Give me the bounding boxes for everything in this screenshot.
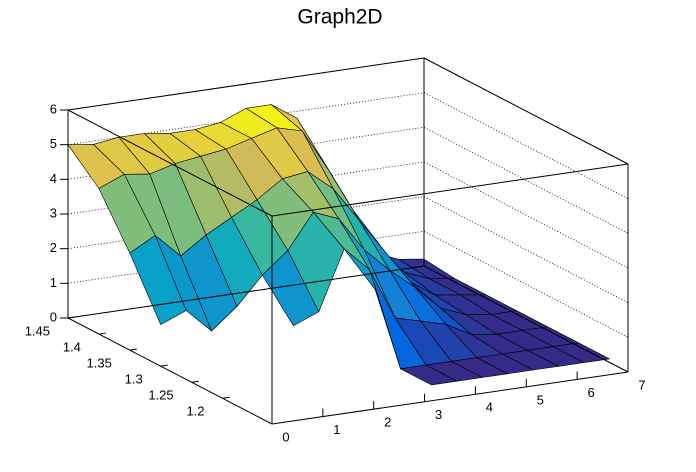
y-tick	[67, 316, 76, 319]
box: 0 1 2 3 4 5 6 7 1.2 1.25 1.3 1.35 1.4 1.45	[25, 57, 646, 444]
surface	[67, 104, 610, 386]
y-tick-label: 1.2	[186, 404, 204, 419]
y-tick-label: 1.3	[125, 372, 143, 387]
box-edge	[271, 371, 629, 425]
grid-line	[67, 126, 629, 234]
grid-line	[67, 196, 629, 304]
z-tick-label: 4	[50, 171, 57, 186]
z-tick-label: 5	[50, 136, 57, 151]
grid-line	[67, 161, 629, 269]
box-edge	[67, 265, 425, 319]
box-edge	[67, 57, 425, 111]
y-tick-label: 1.35	[87, 356, 112, 371]
y-tick	[191, 380, 199, 383]
x-tick-label: 5	[537, 392, 544, 407]
surface-cell	[262, 250, 320, 327]
z-tick-label: 6	[50, 101, 57, 116]
x-tick-label: 6	[588, 385, 595, 400]
x-tick-label: 3	[435, 407, 442, 422]
y-tick	[129, 348, 137, 351]
x-tick-label: 0	[282, 429, 289, 444]
y-tick	[98, 332, 106, 335]
box-edge	[271, 163, 629, 217]
box-edge	[67, 109, 273, 217]
box-edge	[423, 57, 629, 165]
surface-cell	[343, 248, 401, 370]
z-tick-label: 0	[50, 309, 57, 324]
y-tick-label: 1.25	[148, 388, 173, 403]
grid-line	[67, 230, 629, 338]
x-tick-label: 2	[384, 415, 391, 430]
x-tick-label: 4	[486, 400, 493, 415]
x-tick-label: 1	[333, 422, 340, 437]
z-tick-label: 3	[50, 205, 57, 220]
surface-cell	[400, 364, 458, 386]
chart-title: Graph2D	[297, 6, 382, 29]
z-tick-label: 2	[50, 240, 57, 255]
y-tick-label: 1.4	[63, 339, 81, 354]
y-tick-label: 1.45	[25, 323, 50, 338]
box-edge	[67, 317, 273, 425]
z-tick-label: 1	[50, 275, 57, 290]
box-edge	[423, 265, 629, 373]
y-tick	[222, 396, 230, 399]
y-tick	[160, 364, 168, 367]
grid-line	[67, 92, 629, 200]
x-tick-label: 7	[638, 377, 645, 392]
